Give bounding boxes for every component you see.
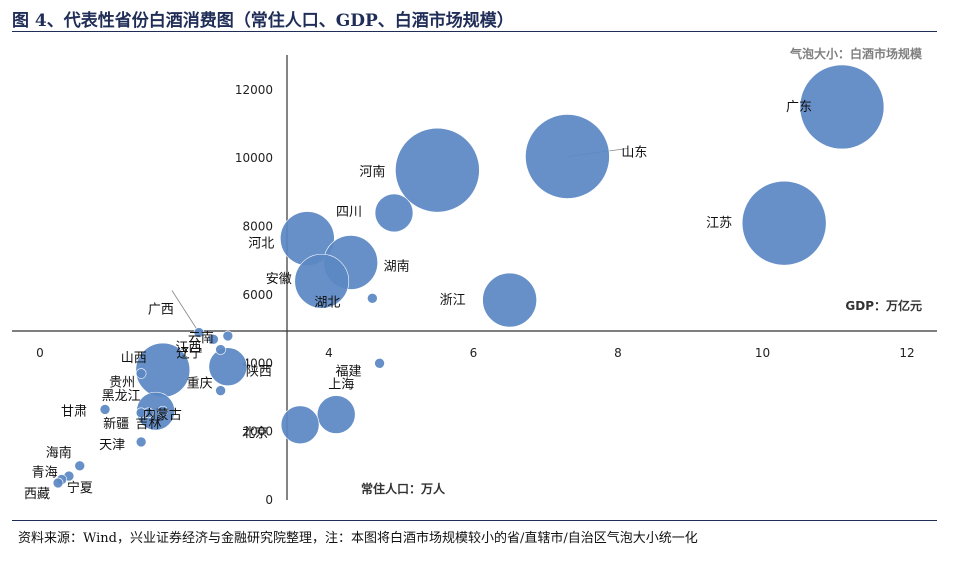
x-tick-label: 8 bbox=[614, 346, 622, 360]
bubble-山东 bbox=[525, 114, 610, 199]
bubble-新疆 bbox=[135, 407, 147, 419]
bubble-辽宁 bbox=[215, 344, 226, 355]
bubble-label: 宁夏 bbox=[67, 480, 93, 496]
x-axis-ticks: 0 2 4 6 8 10 12 bbox=[36, 346, 914, 360]
bubble-内蒙古 bbox=[157, 405, 169, 417]
bubble-浙江 bbox=[482, 272, 537, 328]
source-note: 资料来源：Wind，兴业证券经济与金融研究院整理，注：本图将白酒市场规模较小的省… bbox=[18, 531, 698, 546]
bubble-河南 bbox=[395, 127, 480, 213]
bubble-label: 云南 bbox=[188, 330, 214, 346]
title-rule bbox=[12, 31, 937, 32]
y-tick-label: 0 bbox=[265, 493, 273, 507]
bubble-size-legend: 气泡大小：白酒市场规模 bbox=[789, 46, 923, 61]
bubble-label: 广西 bbox=[148, 303, 174, 318]
y-axis-ticks: 0 2000 4000 6000 8000 10000 12000 bbox=[235, 83, 273, 507]
y-tick-label: 10000 bbox=[235, 151, 273, 165]
bubble-label: 甘肃 bbox=[61, 404, 87, 419]
y-tick-label: 2000 bbox=[242, 425, 273, 439]
bubble-湖北 bbox=[367, 293, 378, 304]
bubble-label: 内蒙古 bbox=[143, 407, 182, 423]
bubble-label: 吉林 bbox=[135, 417, 161, 432]
x-tick-label: 0 bbox=[36, 346, 44, 360]
bubble-天津 bbox=[135, 436, 147, 448]
bubble-四川 bbox=[374, 193, 414, 233]
bubble-label: 四川 bbox=[336, 205, 362, 220]
bubble-贵州 bbox=[135, 368, 147, 379]
bubble-label: 陕西 bbox=[246, 365, 272, 380]
bubble-广西 bbox=[193, 327, 205, 338]
bubble-label: 浙江 bbox=[440, 293, 466, 308]
bubble-label: 河北 bbox=[248, 237, 274, 252]
y-tick-label: 8000 bbox=[242, 220, 273, 234]
x-tick-label: 4 bbox=[325, 346, 333, 360]
bubble-label: 福建 bbox=[336, 364, 362, 379]
bubble-label: 青海 bbox=[32, 465, 58, 480]
bubble-海南 bbox=[74, 460, 86, 472]
bubble-label: 湖北 bbox=[314, 295, 340, 310]
bubble-福建 bbox=[374, 357, 385, 369]
leader-line bbox=[171, 290, 200, 333]
bubble-云南 bbox=[222, 330, 234, 342]
bubble-label: 天津 bbox=[99, 438, 125, 453]
bubble-label: 新疆 bbox=[103, 416, 129, 432]
bubble-label: 贵州 bbox=[109, 376, 135, 391]
bubble-北京 bbox=[280, 405, 320, 445]
x-tick-label: 10 bbox=[755, 346, 770, 360]
bubble-陕西 bbox=[208, 347, 248, 386]
bubble-label: 安徽 bbox=[266, 272, 292, 287]
bubble-label: 江西 bbox=[175, 340, 201, 355]
bubble-西藏 bbox=[52, 477, 64, 489]
bubble-label: 广东 bbox=[786, 100, 812, 115]
bubble-label: 海南 bbox=[46, 445, 72, 461]
bubble-label: 黑龙江 bbox=[102, 389, 141, 404]
bubble-label: 山西 bbox=[121, 351, 147, 366]
bubble-label: 河南 bbox=[359, 164, 385, 180]
bubble-label: 山东 bbox=[621, 145, 647, 160]
y-tick-label: 12000 bbox=[235, 83, 273, 97]
y-tick-label: 6000 bbox=[242, 288, 273, 302]
x-tick-label: 12 bbox=[899, 346, 914, 360]
bubble-label: 北京 bbox=[242, 426, 268, 441]
x-axis-title: GDP：万亿元 bbox=[845, 298, 922, 313]
figure-title: 图 4、代表性省份白酒消费图（常住人口、GDP、白酒市场规模） bbox=[12, 11, 514, 31]
footer-rule bbox=[12, 520, 937, 521]
bubble-series bbox=[52, 64, 885, 489]
bubble-label: 上海 bbox=[328, 378, 354, 393]
bubble-广东 bbox=[799, 64, 885, 150]
bubble-上海 bbox=[316, 395, 356, 434]
bubble-label: 重庆 bbox=[187, 376, 213, 392]
bubble-江苏 bbox=[741, 180, 827, 266]
chart-axes bbox=[12, 55, 937, 500]
bubble-label: 西藏 bbox=[24, 487, 50, 502]
x-tick-label: 6 bbox=[470, 346, 478, 360]
bubble-重庆 bbox=[215, 385, 226, 396]
bubble-label: 湖南 bbox=[384, 258, 410, 274]
y-tick-label: 4000 bbox=[242, 356, 273, 370]
y-axis-title: 常住人口：万人 bbox=[361, 481, 446, 496]
bubble-安徽 bbox=[294, 253, 350, 309]
bubble-label: 江苏 bbox=[706, 215, 732, 231]
bubble-label: 辽宁 bbox=[177, 346, 203, 362]
bubble-江西 bbox=[208, 334, 219, 345]
x-tick-label: 2 bbox=[181, 346, 189, 360]
bubble-甘肃 bbox=[99, 404, 111, 415]
